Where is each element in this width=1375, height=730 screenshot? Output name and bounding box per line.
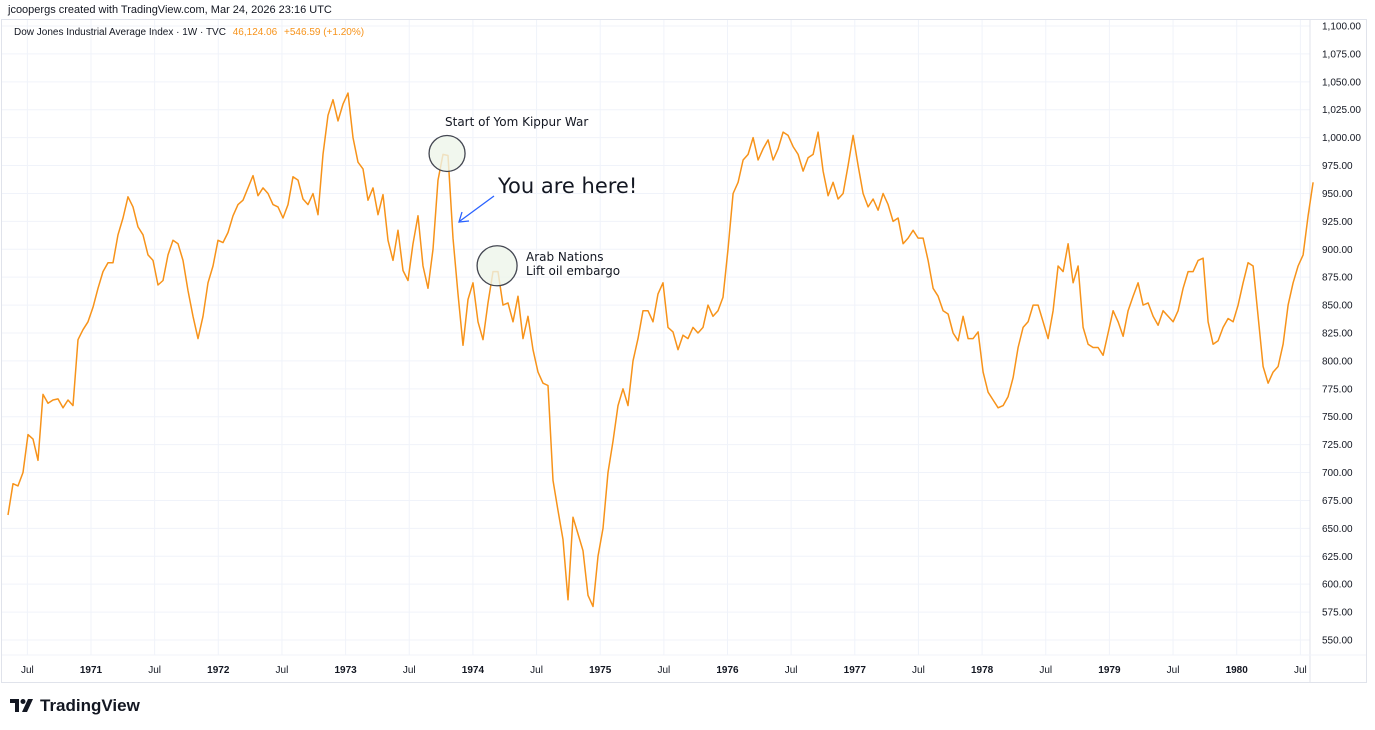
x-tick-label: 1972 bbox=[207, 665, 230, 676]
y-tick-label: 700.00 bbox=[1322, 468, 1353, 479]
y-tick-label: 625.00 bbox=[1322, 552, 1353, 563]
y-tick-label: 600.00 bbox=[1322, 580, 1353, 591]
x-tick-label: Jul bbox=[21, 665, 34, 676]
y-tick-label: 650.00 bbox=[1322, 524, 1353, 535]
y-tick-label: 775.00 bbox=[1322, 384, 1353, 395]
y-tick-label: 1,025.00 bbox=[1322, 105, 1361, 116]
y-tick-label: 1,050.00 bbox=[1322, 77, 1361, 88]
y-tick-label: 900.00 bbox=[1322, 245, 1353, 256]
x-tick-label: 1975 bbox=[589, 665, 612, 676]
x-tick-label: 1978 bbox=[971, 665, 994, 676]
y-tick-label: 825.00 bbox=[1322, 329, 1353, 340]
x-tick-label: 1971 bbox=[80, 665, 103, 676]
x-tick-label: Jul bbox=[785, 665, 798, 676]
x-tick-label: Jul bbox=[1039, 665, 1052, 676]
x-tick-label: Jul bbox=[530, 665, 543, 676]
x-tick-label: 1979 bbox=[1098, 665, 1121, 676]
y-tick-label: 725.00 bbox=[1322, 440, 1353, 451]
x-tick-label: Jul bbox=[657, 665, 670, 676]
symbol-title: Dow Jones Industrial Average Index · 1W … bbox=[14, 27, 226, 38]
annotation-you-are-here: You are here! bbox=[497, 174, 637, 198]
y-tick-label: 575.00 bbox=[1322, 608, 1353, 619]
x-tick-label: Jul bbox=[1167, 665, 1180, 676]
arrow-icon bbox=[459, 195, 495, 222]
x-tick-label: 1974 bbox=[462, 665, 485, 676]
x-tick-label: Jul bbox=[1294, 665, 1307, 676]
symbol-legend: Dow Jones Industrial Average Index · 1W … bbox=[14, 27, 364, 38]
annotation-yom-kippur: Start of Yom Kippur War bbox=[445, 115, 588, 129]
arrow-head-icon bbox=[458, 211, 470, 223]
annotation-oil-embargo: Lift oil embargo bbox=[526, 264, 620, 278]
y-tick-label: 875.00 bbox=[1322, 273, 1353, 284]
y-tick-label: 975.00 bbox=[1322, 161, 1353, 172]
chart-credit: jcoopergs created with TradingView.com, … bbox=[8, 4, 332, 16]
y-tick-label: 1,075.00 bbox=[1322, 49, 1361, 60]
x-tick-label: 1980 bbox=[1226, 665, 1249, 676]
annotation-oil-embargo: Arab Nations bbox=[526, 250, 604, 264]
brand-name: TradingView bbox=[40, 696, 140, 715]
x-tick-label: Jul bbox=[403, 665, 416, 676]
price-change: +546.59 (+1.20%) bbox=[284, 27, 365, 38]
x-tick-label: Jul bbox=[912, 665, 925, 676]
y-tick-label: 1,100.00 bbox=[1322, 22, 1361, 33]
y-tick-label: 850.00 bbox=[1322, 301, 1353, 312]
x-tick-label: 1977 bbox=[844, 665, 867, 676]
y-tick-label: 550.00 bbox=[1322, 636, 1353, 647]
tradingview-logo-icon bbox=[10, 699, 33, 712]
chart-frame bbox=[1, 19, 1367, 683]
annotation-circle bbox=[428, 134, 466, 173]
annotation-circle bbox=[476, 245, 518, 287]
last-price: 46,124.06 bbox=[232, 27, 278, 38]
y-tick-label: 950.00 bbox=[1322, 189, 1353, 200]
y-tick-label: 750.00 bbox=[1322, 412, 1353, 423]
y-tick-label: 925.00 bbox=[1322, 217, 1353, 228]
y-tick-label: 1,000.00 bbox=[1322, 133, 1361, 144]
y-tick-label: 675.00 bbox=[1322, 496, 1353, 507]
y-tick-label: 800.00 bbox=[1322, 356, 1353, 367]
x-tick-label: 1973 bbox=[334, 665, 357, 676]
x-tick-label: Jul bbox=[276, 665, 289, 676]
x-tick-label: 1976 bbox=[716, 665, 739, 676]
tradingview-logo[interactable]: TradingView bbox=[10, 696, 140, 716]
x-tick-label: Jul bbox=[148, 665, 161, 676]
price-line bbox=[7, 92, 1314, 608]
